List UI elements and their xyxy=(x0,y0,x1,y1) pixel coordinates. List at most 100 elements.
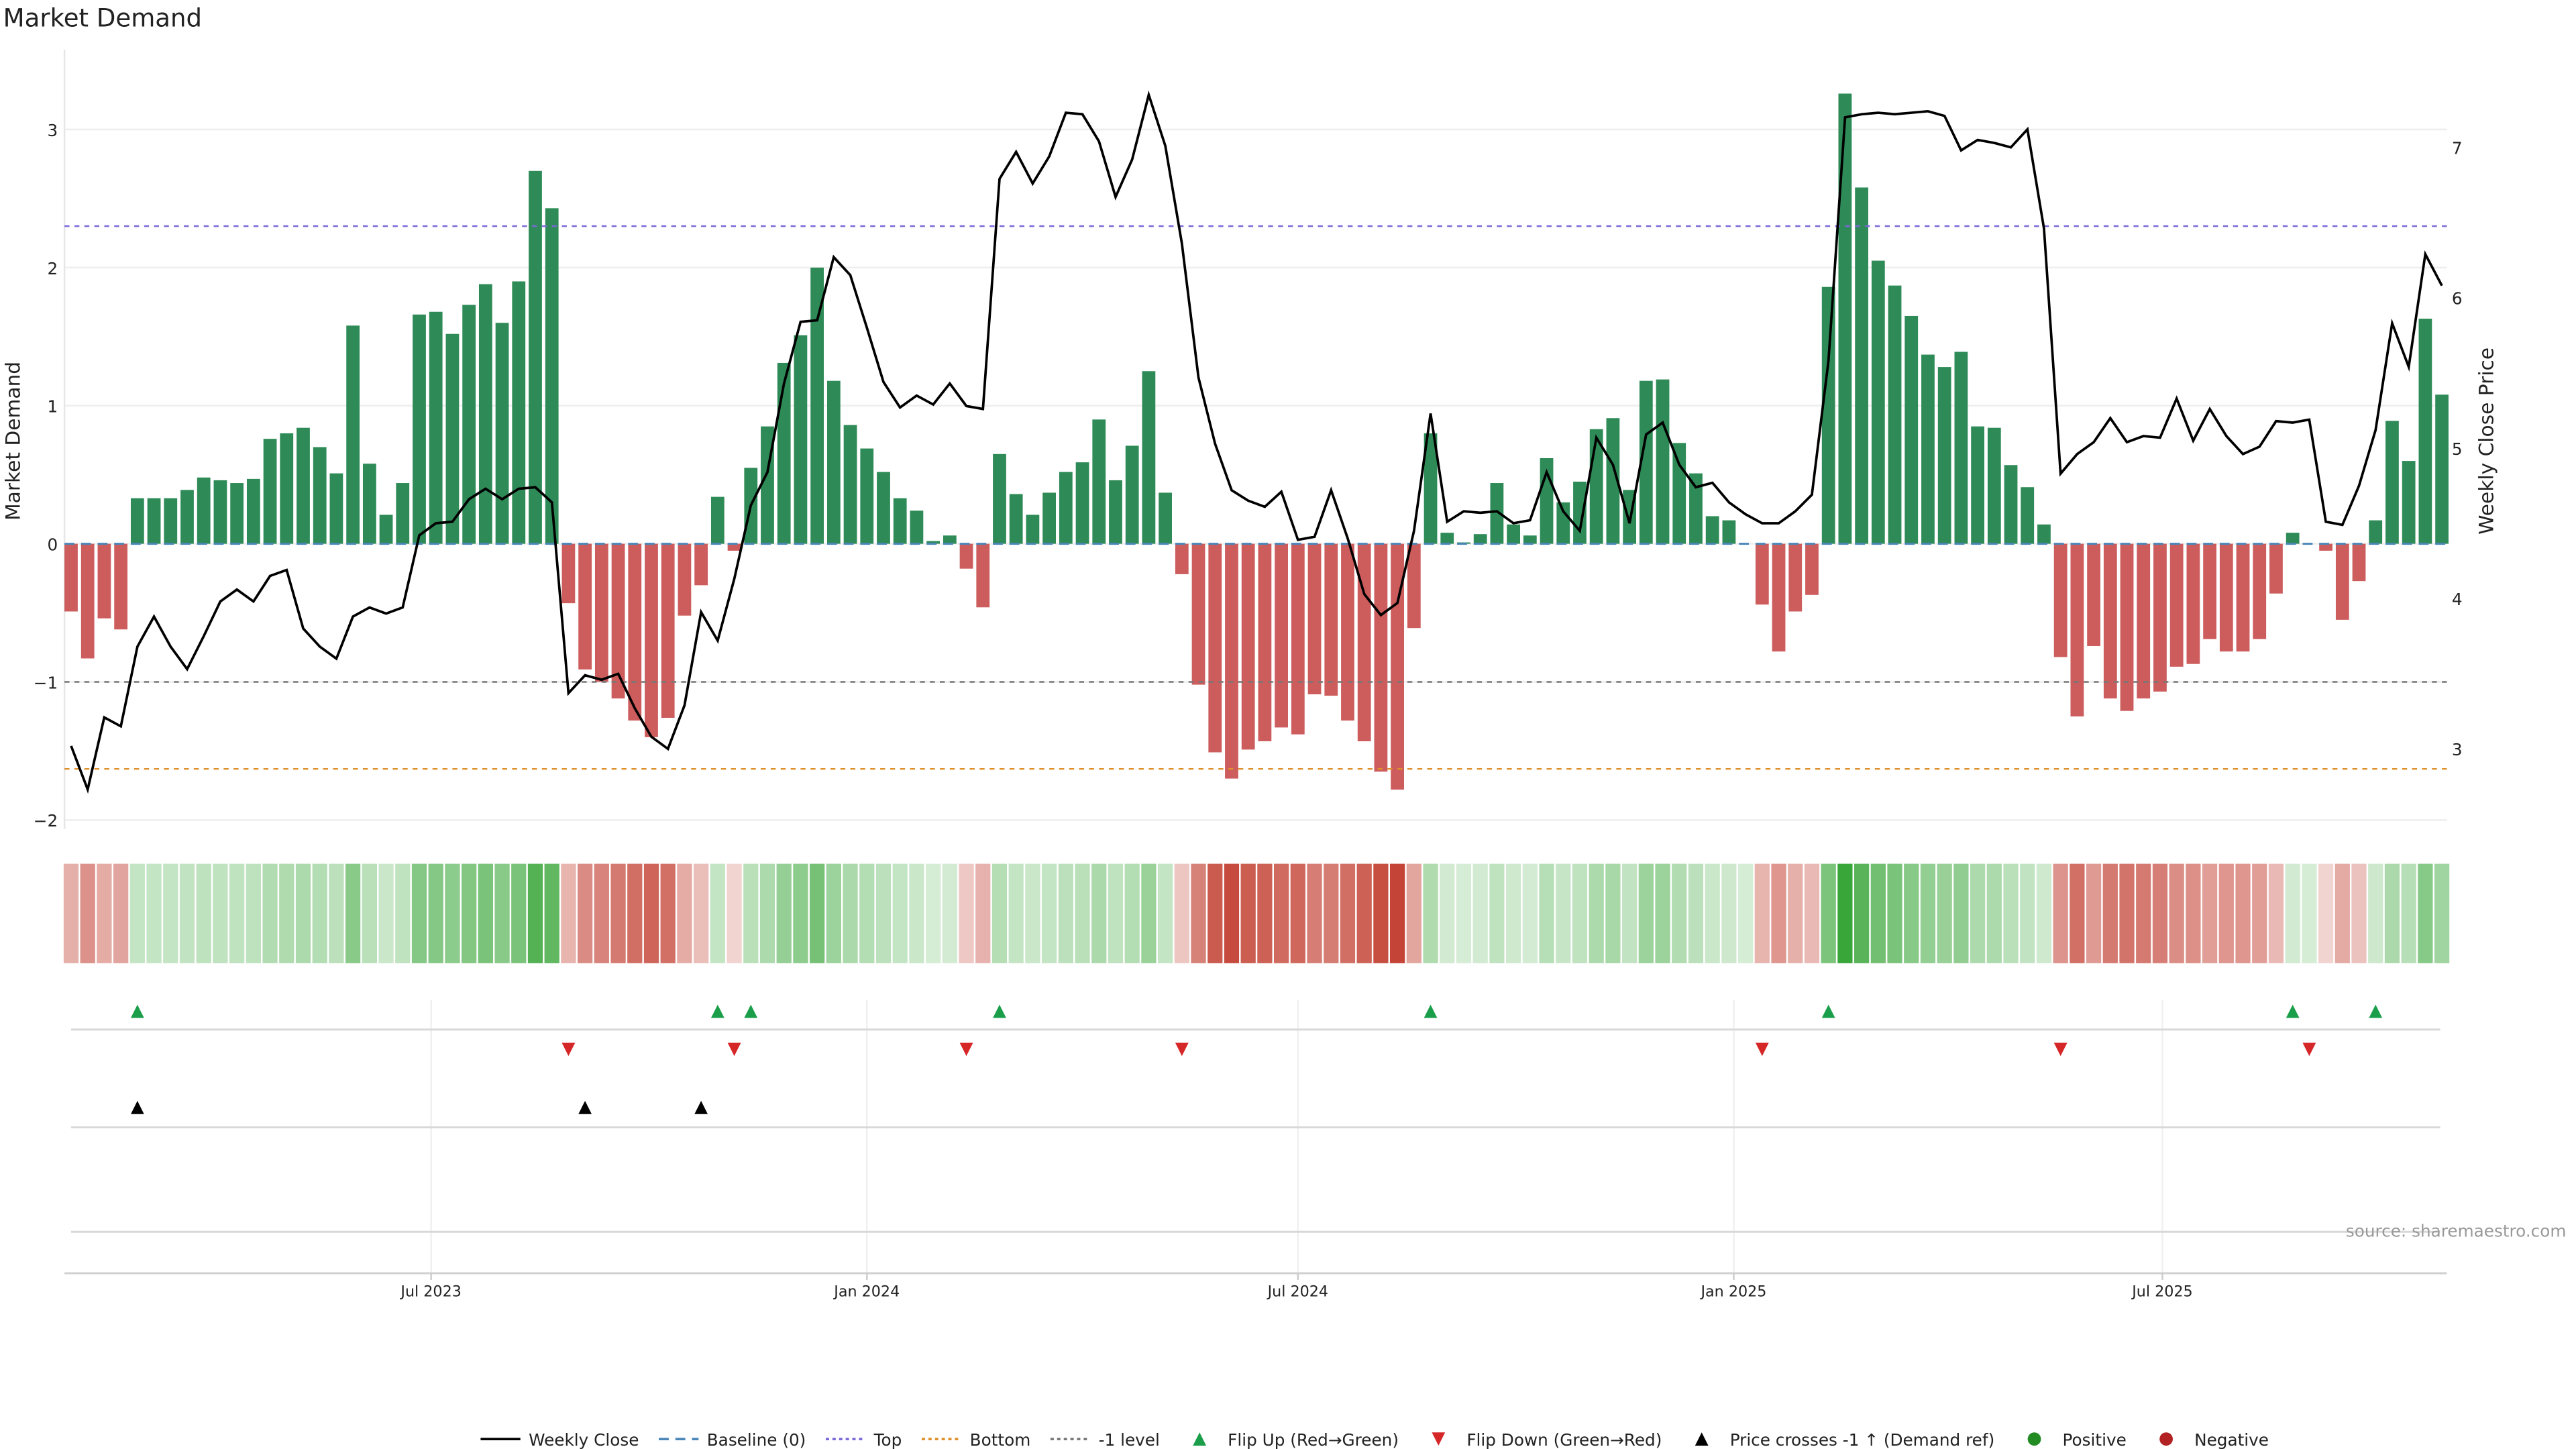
positive-bar xyxy=(1954,352,1968,544)
legend-label: -1 level xyxy=(1099,1430,1160,1449)
y2-tick-label: 5 xyxy=(2452,439,2463,459)
price-cross-marker xyxy=(694,1101,708,1114)
positive-bar xyxy=(1921,354,1935,544)
negative-bar xyxy=(2203,543,2216,639)
positive-bar xyxy=(545,208,559,544)
legend-item: Negative xyxy=(2159,1430,2269,1449)
heat-cell xyxy=(1174,863,1189,963)
positive-bar xyxy=(1606,418,1620,544)
heat-cell xyxy=(2235,863,2251,963)
heat-cell xyxy=(1025,863,1040,963)
heat-cell xyxy=(1124,863,1140,963)
positive-bar xyxy=(1705,516,1719,544)
legend-item: Baseline (0) xyxy=(659,1430,806,1449)
positive-bar xyxy=(1507,524,1520,544)
positive-bar xyxy=(213,480,227,544)
legend-label: Bottom xyxy=(970,1430,1031,1449)
signal-markers xyxy=(70,1000,2440,1274)
heat-cell xyxy=(1423,863,1438,963)
heat-cell xyxy=(2136,863,2151,963)
negative-bar xyxy=(1307,543,1322,695)
y-tick-label: −1 xyxy=(34,673,58,692)
heat-cell xyxy=(2434,863,2450,963)
negative-bar xyxy=(2236,543,2250,652)
negative-bar xyxy=(694,543,708,586)
heat-cell xyxy=(329,863,344,963)
positive-bar xyxy=(1871,260,1885,544)
weekly-close-line xyxy=(70,90,2443,794)
flip-down-marker xyxy=(2302,1042,2316,1057)
heat-cell xyxy=(610,863,626,963)
positive-bar xyxy=(1125,445,1139,544)
positive-bar xyxy=(1639,380,1653,544)
heat-cell xyxy=(1389,863,1405,963)
positive-bar xyxy=(1490,483,1504,544)
heat-cell xyxy=(1191,863,1206,963)
negative-bar xyxy=(678,543,692,616)
heat-cell xyxy=(942,863,957,963)
positive-bar xyxy=(313,447,327,544)
heat-cell xyxy=(1937,863,1952,963)
negative-bar xyxy=(959,543,973,569)
positive-bar xyxy=(1523,535,1537,544)
heat-cell xyxy=(478,863,493,963)
legend-label: Positive xyxy=(2063,1430,2127,1449)
heat-cell xyxy=(1224,863,1240,963)
heat-cell xyxy=(1721,863,1737,963)
positive-bar xyxy=(197,477,211,544)
positive-bar xyxy=(1821,286,1835,544)
heat-cell xyxy=(2169,863,2184,963)
negative-bar xyxy=(2219,543,2233,652)
heat-cell xyxy=(2351,863,2367,963)
heat-cell xyxy=(1456,863,1472,963)
y2-tick-label: 4 xyxy=(2452,590,2463,609)
heat-cell xyxy=(246,863,261,963)
negative-bar xyxy=(80,543,95,659)
flip-up-marker xyxy=(1424,1004,1438,1018)
negative-bar xyxy=(2269,543,2283,594)
heat-cell xyxy=(627,863,643,963)
positive-bar xyxy=(1722,520,1736,544)
heat-cell xyxy=(859,863,875,963)
positive-bar xyxy=(1109,480,1122,544)
heat-cell xyxy=(594,863,609,963)
heat-cell xyxy=(710,863,725,963)
positive-bar xyxy=(379,515,393,544)
heat-cell xyxy=(1041,863,1057,963)
positive-bar xyxy=(910,511,924,544)
heat-cell xyxy=(776,863,792,963)
flip-up-marker xyxy=(1821,1004,1835,1018)
price-cross-marker xyxy=(578,1101,592,1114)
negative-bar xyxy=(2070,543,2084,716)
negative-bar xyxy=(2120,543,2134,711)
negative-bar xyxy=(1374,543,1388,772)
heat-cell xyxy=(892,863,908,963)
heat-cell xyxy=(1373,863,1389,963)
legend: Weekly Close Baseline (0) Top Bottom -1 leve… xyxy=(480,1430,2269,1449)
heat-cell xyxy=(2285,863,2300,963)
positive-bar xyxy=(495,323,509,544)
positive-bar xyxy=(164,498,178,544)
heat-cell xyxy=(1340,863,1356,963)
heat-cell xyxy=(727,863,742,963)
heat-cell xyxy=(312,863,327,963)
heat-cell xyxy=(1589,863,1604,963)
negative-bar xyxy=(1241,543,1255,750)
heat-cell xyxy=(810,863,825,963)
heat-cell xyxy=(826,863,841,963)
heat-cell xyxy=(1489,863,1505,963)
heat-cell xyxy=(345,863,361,963)
x-tick-label: Jan 2025 xyxy=(1699,1283,1766,1301)
negative-bar xyxy=(114,543,128,630)
heat-cell xyxy=(2384,863,2400,963)
heat-cell xyxy=(511,863,527,963)
heat-cell xyxy=(146,863,162,963)
heat-cell xyxy=(1008,863,1024,963)
heat-cell xyxy=(494,863,510,963)
positive-bar xyxy=(429,311,443,544)
positive-bar xyxy=(777,362,791,544)
positive-bar xyxy=(147,498,161,544)
negative-bar xyxy=(628,543,642,721)
negative-bar xyxy=(561,543,576,604)
positive-bar xyxy=(2418,319,2432,544)
